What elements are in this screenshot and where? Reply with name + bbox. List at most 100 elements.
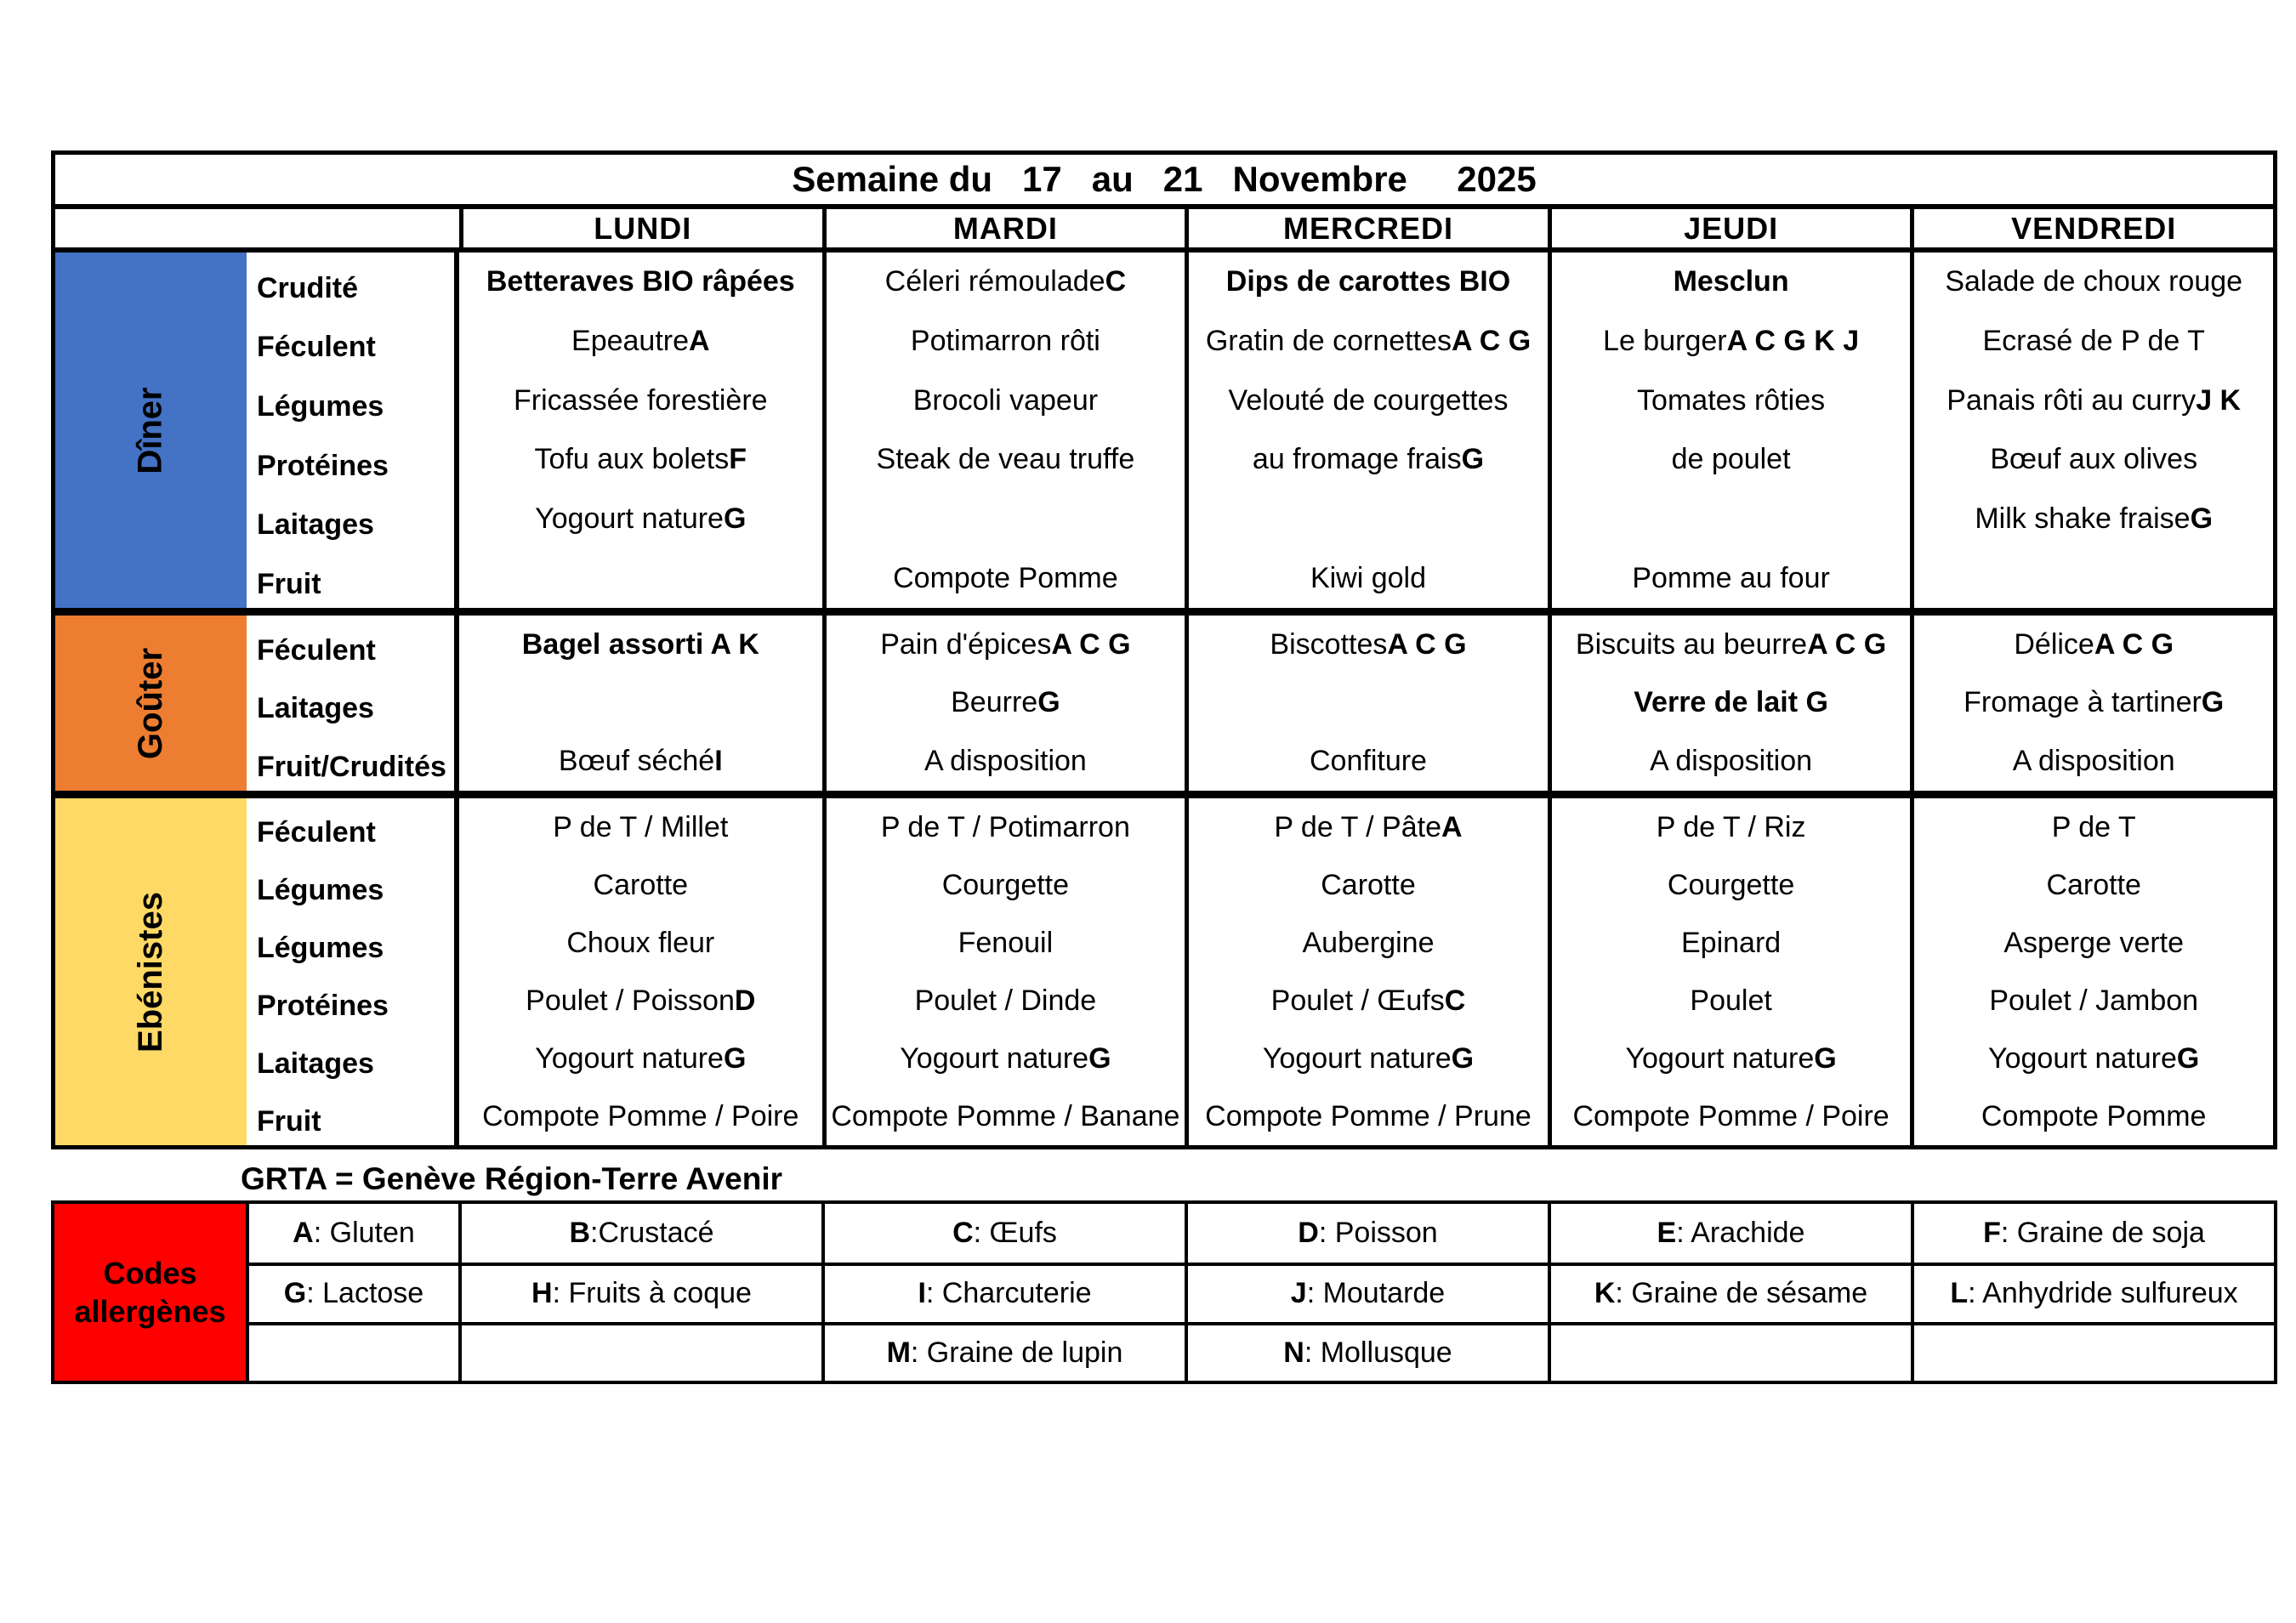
allergen-cell-e: E : Arachide <box>1548 1204 1911 1263</box>
allergen-cell-g: G : Lactose <box>246 1263 458 1322</box>
allergen-cell-f: F : Graine de soja <box>1911 1204 2274 1263</box>
menu-line: A disposition <box>924 745 1087 778</box>
menu-line: Brocoli vapeur <box>912 383 1099 417</box>
section-gouter-label: Goûter <box>132 647 169 759</box>
section-ebenistes: Ebénistes Féculent Légumes Légumes Protéine… <box>55 798 2273 1145</box>
row-label: Féculent <box>257 633 376 667</box>
section-diner-label: Dîner <box>132 386 169 474</box>
menu-line: A disposition <box>2012 745 2175 778</box>
menu-line: Potimarron rôti <box>910 324 1100 357</box>
allergen-cell-empty-3 <box>1548 1321 1911 1381</box>
row-label: Laitages <box>257 508 374 542</box>
menu-line <box>1189 490 1548 549</box>
menu-line <box>1914 548 2273 608</box>
menu-line: Asperge verte <box>2003 926 2185 959</box>
section-gouter-color-band: Goûter <box>55 616 247 791</box>
row-label: Féculent <box>257 816 376 848</box>
menu-line: Choux fleur <box>566 926 715 959</box>
day-header-mercredi: MERCREDI <box>1185 209 1548 247</box>
menu-line: Carotte <box>2046 868 2141 901</box>
menu-line: Dips de carottes BIO <box>1225 265 1511 298</box>
menu-line <box>459 548 822 608</box>
menu-line: Tomates rôties <box>1637 383 1826 417</box>
diner-cell-vendredi: Salade de choux rouge Ecrasé de P de T Pan… <box>1910 253 2273 608</box>
menu-line: Fricassée forestière <box>514 383 768 417</box>
allergen-cell-a: A : Gluten <box>246 1204 458 1263</box>
menu-line: Aubergine <box>1302 926 1435 959</box>
menu-line: Pain d'épices A C G <box>880 627 1131 661</box>
menu-line <box>459 674 822 733</box>
allergen-label-line2: allergènes <box>74 1294 226 1329</box>
allergen-codes-table: Codes allergènes A : Gluten B :Crustacé … <box>51 1200 2277 1384</box>
allergen-cell-d: D : Poisson <box>1185 1204 1548 1263</box>
menu-line: P de T <box>2051 810 2136 843</box>
menu-line: Milk shake fraise G <box>1975 502 2214 535</box>
menu-line: Confiture <box>1310 745 1427 778</box>
section-ebenistes-color-band: Ebénistes <box>55 798 247 1145</box>
diner-cell-mardi: Céleri rémoulade C Potimarron rôti Brocoli… <box>821 253 1185 608</box>
section-ebenistes-row-labels: Féculent Légumes Légumes Protéines Laitages F… <box>247 798 459 1145</box>
day-header-jeudi: JEUDI <box>1547 209 1911 247</box>
allergen-cell-n: N : Mollusque <box>1185 1321 1548 1381</box>
allergen-cell-empty-2 <box>458 1321 821 1381</box>
menu-line: P de T / Potimarron <box>880 810 1130 843</box>
gouter-cell-lundi: Bagel assorti A K Bœuf séché I <box>459 616 822 791</box>
diner-cell-jeudi: Mesclun Le burger A C G K J Tomates rôties… <box>1547 253 1911 608</box>
day-header-mardi: MARDI <box>821 209 1185 247</box>
day-header-lundi: LUNDI <box>459 209 822 247</box>
day-header-vendredi: VENDREDI <box>1910 209 2273 247</box>
menu-line: Poulet / Dinde <box>914 984 1097 1017</box>
menu-line: Le burger A C G K J <box>1603 324 1860 357</box>
allergen-label-line1: Codes <box>103 1256 197 1291</box>
menu-line: P de T / Pâte A <box>1274 810 1463 843</box>
menu-line: Yogourt nature G <box>535 502 747 535</box>
row-label: Fruit <box>257 567 321 600</box>
menu-line: Poulet / Œufs C <box>1270 984 1466 1017</box>
menu-line: Poulet / Jambon <box>1989 984 2199 1017</box>
ebenistes-cell-vendredi: P de T Carotte Asperge verte Poulet / Jambo… <box>1910 798 2273 1145</box>
menu-line: Panais rôti au curry J K <box>1946 383 2242 417</box>
menu-line: au fromage frais G <box>1252 443 1485 476</box>
week-title-banner: Semaine du 17 au 21 Novembre 2025 <box>55 155 2273 209</box>
allergen-cell-h: H : Fruits à coque <box>458 1263 821 1322</box>
row-label: Protéines <box>257 449 389 482</box>
menu-line: Courgette <box>941 868 1070 901</box>
menu-line: Velouté de courgettes <box>1228 383 1509 417</box>
section-diner-color-band: Dîner <box>55 253 247 608</box>
section-gouter: Goûter Féculent Laitages Fruit/Crudités Ba… <box>55 616 2273 798</box>
menu-line: Bœuf séché I <box>558 745 723 778</box>
section-gouter-row-labels: Féculent Laitages Fruit/Crudités <box>247 616 459 791</box>
allergen-cell-j: J : Moutarde <box>1185 1263 1548 1322</box>
corner-cell <box>55 209 459 247</box>
section-ebenistes-label: Ebénistes <box>132 891 169 1053</box>
allergen-cell-l: L : Anhydride sulfureux <box>1911 1263 2274 1322</box>
menu-line: Verre de lait G <box>1634 686 1828 719</box>
menu-line: Beurre G <box>951 686 1060 719</box>
menu-line: Salade de choux rouge <box>1945 265 2243 298</box>
allergen-cell-b: B :Crustacé <box>458 1204 821 1263</box>
menu-line: Yogourt nature G <box>535 1041 747 1075</box>
diner-cell-lundi: Betteraves BIO râpées Epeautre A Fricassée… <box>459 253 822 608</box>
allergen-cell-i: I : Charcuterie <box>821 1263 1185 1322</box>
row-label: Laitages <box>257 1047 374 1080</box>
day-header-row: LUNDI MARDI MERCREDI JEUDI VENDREDI <box>55 209 2273 253</box>
menu-line: Compote Pomme <box>893 561 1118 594</box>
menu-line: Fromage à tartiner G <box>1964 686 2225 719</box>
menu-line: Pomme au four <box>1632 561 1830 594</box>
menu-line: Kiwi gold <box>1310 561 1427 594</box>
row-label: Laitages <box>257 692 374 725</box>
menu-line: Courgette <box>1667 868 1795 901</box>
menu-line: Yogourt nature G <box>1262 1041 1475 1075</box>
gouter-cell-mardi: Pain d'épices A C G Beurre G A disposition <box>821 616 1185 791</box>
menu-line: Bagel assorti A K <box>521 627 759 661</box>
menu-line: Ecrasé de P de T <box>1982 324 2205 357</box>
allergen-cell-k: K : Graine de sésame <box>1548 1263 1911 1322</box>
gouter-cell-mercredi: Biscottes A C G Confiture <box>1185 616 1548 791</box>
menu-line <box>827 490 1185 549</box>
menu-line: Céleri rémoulade C <box>884 265 1127 298</box>
menu-line: P de T / Riz <box>1656 810 1806 843</box>
menu-line: Steak de veau truffe <box>876 443 1135 476</box>
menu-line: Epeautre A <box>571 324 710 357</box>
ebenistes-cell-mardi: P de T / Potimarron Courgette Fenouil Poule… <box>821 798 1185 1145</box>
